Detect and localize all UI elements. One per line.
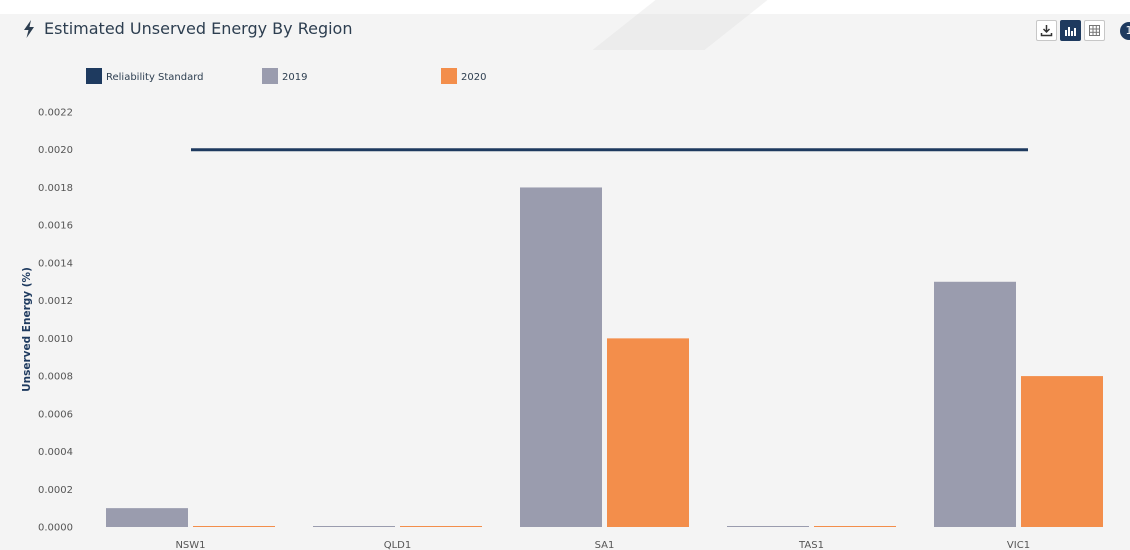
y-tick-label: 0.0020 <box>38 145 73 156</box>
bar-2019-vic1[interactable] <box>934 281 1016 527</box>
chart-toolbar <box>1036 20 1105 41</box>
y-tick-label: 0.0018 <box>38 183 73 194</box>
legend-label-2[interactable]: 2020 <box>461 72 486 83</box>
chart-legend: Reliability Standard 2019 2020 <box>86 68 486 84</box>
bar-2019-tas1[interactable] <box>727 526 809 527</box>
bar-2020-qld1[interactable] <box>400 526 482 527</box>
y-axis-label: Unserved Energy (%) <box>21 267 33 392</box>
download-icon <box>1040 25 1053 37</box>
bar-chart-icon <box>1065 27 1076 36</box>
table-icon <box>1089 25 1100 36</box>
bar-2019-nsw1[interactable] <box>106 508 188 527</box>
y-tick-label: 0.0006 <box>38 409 73 420</box>
legend-label-1[interactable]: 2019 <box>282 72 307 83</box>
lightning-bolt-icon <box>24 19 34 38</box>
bar-2020-sa1[interactable] <box>607 338 689 527</box>
legend-swatch-2[interactable] <box>441 68 457 84</box>
chart-header: Estimated Unserved Energy By Region <box>22 19 352 38</box>
x-tick-label: VIC1 <box>1007 540 1030 550</box>
x-tick-label: SA1 <box>595 540 615 550</box>
y-tick-label: 0.0000 <box>38 523 73 534</box>
legend-label-0[interactable]: Reliability Standard <box>106 72 204 83</box>
y-tick-label: 0.0012 <box>38 296 73 307</box>
bar-2020-nsw1[interactable] <box>193 526 275 527</box>
y-tick-label: 0.0022 <box>38 108 73 119</box>
bar-2020-tas1[interactable] <box>814 526 896 527</box>
x-tick-label: TAS1 <box>798 540 824 550</box>
y-axis: 0.0000 0.0002 0.0004 0.0006 0.0008 0.0010 0.00… <box>38 108 73 534</box>
top-strip <box>0 0 1130 14</box>
y-tick-label: 0.0008 <box>38 372 73 383</box>
chart-title: Estimated Unserved Energy By Region <box>44 19 353 38</box>
y-tick-label: 0.0010 <box>38 334 73 345</box>
y-tick-label: 0.0004 <box>38 447 73 458</box>
y-tick-label: 0.0016 <box>38 221 73 232</box>
x-axis: NSW1 QLD1 SA1 TAS1 VIC1 <box>175 540 1030 550</box>
bars-group <box>106 187 1103 528</box>
legend-swatch-0[interactable] <box>86 68 102 84</box>
bar-2019-sa1[interactable] <box>520 187 602 528</box>
legend-swatch-1[interactable] <box>262 68 278 84</box>
bar-2020-vic1[interactable] <box>1021 376 1103 527</box>
y-tick-label: 0.0014 <box>38 258 73 269</box>
chart-view-button[interactable] <box>1060 20 1081 41</box>
download-button[interactable] <box>1036 20 1057 41</box>
bar-2019-qld1[interactable] <box>313 526 395 527</box>
table-view-button[interactable] <box>1084 20 1105 41</box>
y-tick-label: 0.0002 <box>38 485 73 496</box>
x-tick-label: QLD1 <box>384 540 412 550</box>
x-tick-label: NSW1 <box>175 540 205 550</box>
info-button[interactable]: 1 <box>1120 22 1130 40</box>
